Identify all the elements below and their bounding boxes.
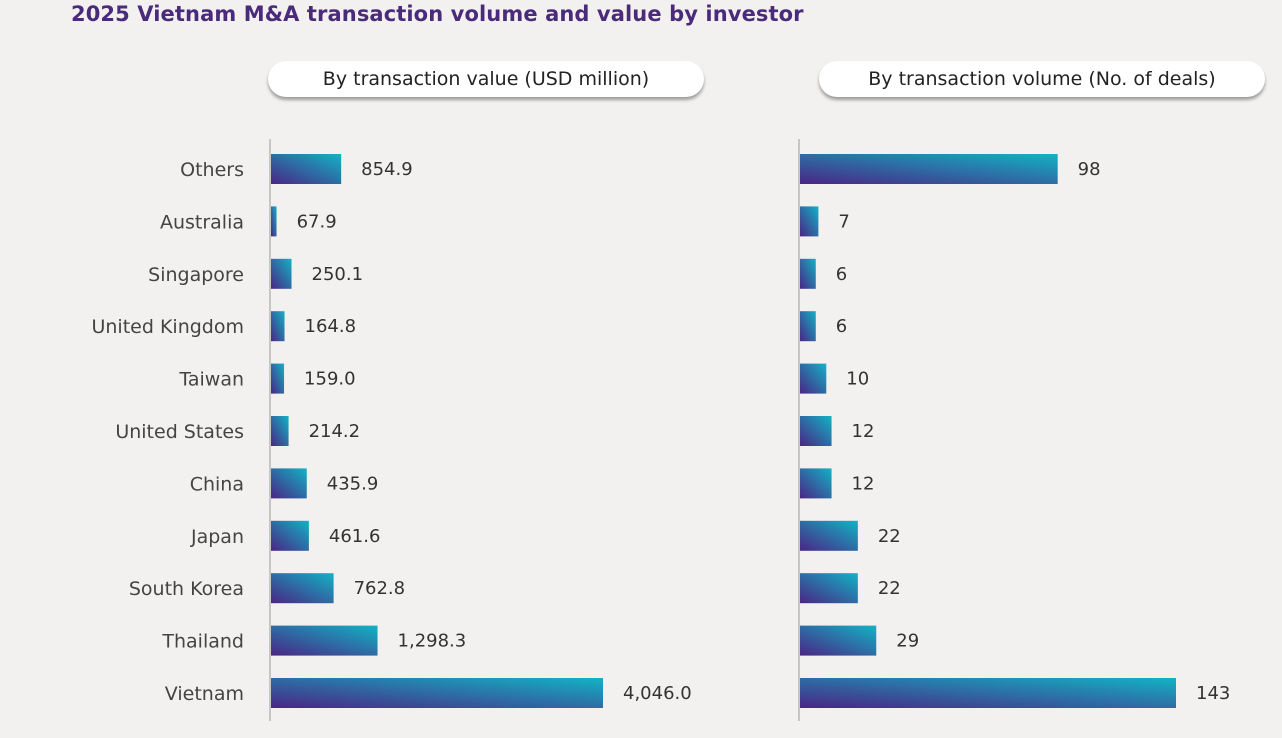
volume-bar-japan [800, 520, 858, 551]
volume-bar-united-states [800, 416, 832, 446]
value-bar-thailand [271, 625, 378, 656]
value-chart: 854.9 Others 67.9 Australia 250.1 Singapore 16… [91, 139, 692, 721]
value-data-label: 461.6 [329, 526, 381, 547]
category-label: Japan [190, 526, 244, 548]
category-label: United States [115, 421, 244, 443]
volume-bar-united-kingdom [800, 311, 816, 342]
category-label: United Kingdom [91, 316, 244, 338]
volume-bar-others [800, 154, 1058, 184]
volume-data-label: 98 [1078, 159, 1101, 180]
category-label: China [190, 473, 244, 495]
volume-data-label: 22 [878, 526, 901, 547]
value-bar-australia [271, 206, 277, 237]
category-label: Australia [160, 211, 244, 233]
value-data-label: 250.1 [312, 264, 364, 285]
volume-bar-south-korea [800, 573, 858, 604]
category-label: Singapore [148, 264, 244, 286]
volume-bar-china [800, 468, 832, 499]
chart-title: 2025 Vietnam M&A transaction volume and … [71, 2, 804, 26]
value-bar-united-kingdom [271, 311, 285, 342]
volume-data-label: 7 [838, 211, 849, 232]
volume-data-label: 12 [852, 473, 875, 494]
volume-bar-taiwan [800, 363, 827, 394]
value-data-label: 762.8 [354, 578, 406, 599]
category-label: Taiwan [178, 369, 244, 391]
value-data-label: 164.8 [305, 316, 357, 337]
volume-data-label: 12 [852, 421, 875, 442]
category-label: Vietnam [165, 683, 244, 705]
value-data-label: 435.9 [327, 473, 379, 494]
volume-panel-header: By transaction volume (No. of deals) [819, 61, 1265, 97]
volume-bar-australia [800, 206, 819, 237]
volume-data-label: 29 [896, 631, 919, 652]
value-bar-united-states [271, 416, 289, 446]
value-bar-japan [271, 520, 309, 551]
volume-data-label: 6 [836, 316, 847, 337]
value-bar-others [271, 154, 342, 184]
value-data-label: 4,046.0 [623, 683, 692, 704]
volume-data-label: 22 [878, 578, 901, 599]
value-data-label: 159.0 [304, 369, 356, 390]
volume-data-label: 143 [1196, 683, 1230, 704]
value-data-label: 214.2 [309, 421, 361, 442]
value-data-label: 1,298.3 [398, 631, 467, 652]
category-label: Thailand [161, 631, 244, 653]
value-bar-vietnam [271, 678, 603, 708]
volume-bar-thailand [800, 625, 877, 656]
category-label: Others [180, 159, 244, 181]
value-data-label: 854.9 [361, 159, 413, 180]
volume-data-label: 6 [836, 264, 847, 285]
volume-bar-singapore [800, 258, 816, 289]
volume-data-label: 10 [846, 369, 869, 390]
category-label: South Korea [129, 578, 244, 600]
volume-chart: 98 7 6 6 10 12 12 22 22 29 143 [798, 139, 1230, 721]
value-bar-south-korea [271, 573, 334, 604]
value-panel-header: By transaction value (USD million) [268, 61, 704, 97]
value-data-label: 67.9 [297, 211, 337, 232]
value-bar-taiwan [271, 363, 285, 394]
value-bar-singapore [271, 258, 292, 289]
volume-bar-vietnam [800, 678, 1176, 708]
value-bar-china [271, 468, 307, 499]
